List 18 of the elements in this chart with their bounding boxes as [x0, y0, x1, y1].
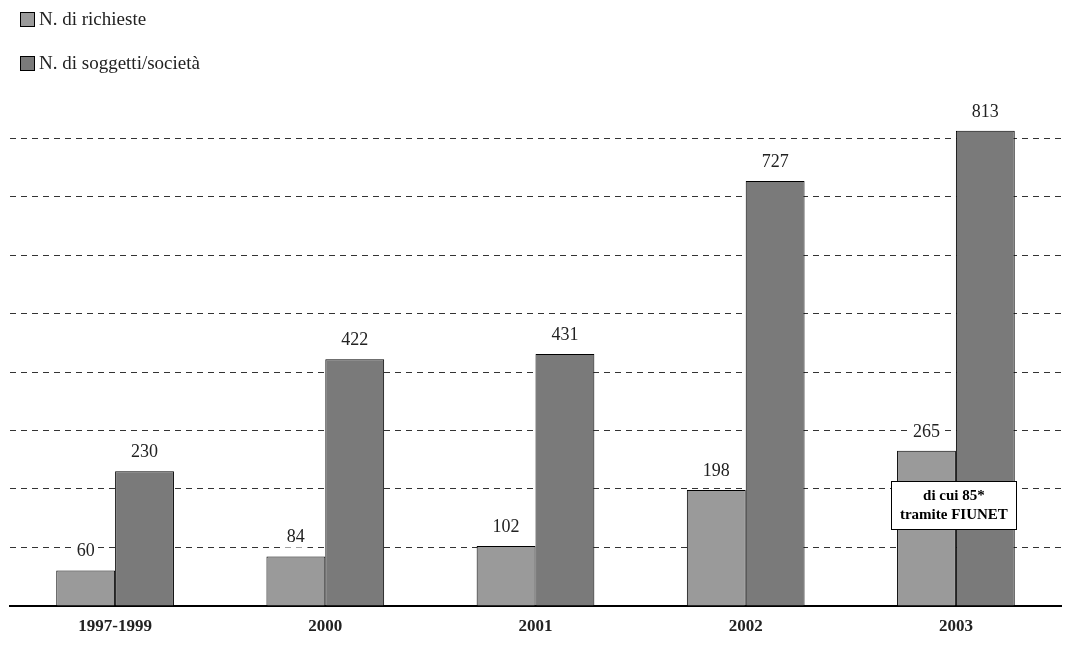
data-label: 102 [492, 515, 520, 536]
data-label: 84 [286, 526, 305, 547]
legend-label: N. di soggetti/società [39, 52, 200, 74]
data-label: 422 [341, 328, 369, 349]
x-tick-label: 2003 [938, 616, 973, 636]
data-label: 198 [702, 459, 730, 480]
x-tick-label: 2002 [728, 616, 763, 636]
data-label: 727 [761, 150, 789, 171]
annotation: di cui 85* tramite FIUNET [890, 480, 1017, 530]
x-tick-label: 1997-1999 [78, 616, 152, 636]
x-tick-label: 2001 [518, 616, 553, 636]
data-label: 431 [551, 323, 579, 344]
data-label: 813 [971, 100, 999, 121]
x-tick-label: 2000 [308, 616, 343, 636]
legend-label: N. di richieste [39, 8, 147, 30]
data-label: 230 [131, 441, 159, 462]
data-label: 265 [912, 420, 940, 441]
data-label: 60 [76, 540, 95, 561]
